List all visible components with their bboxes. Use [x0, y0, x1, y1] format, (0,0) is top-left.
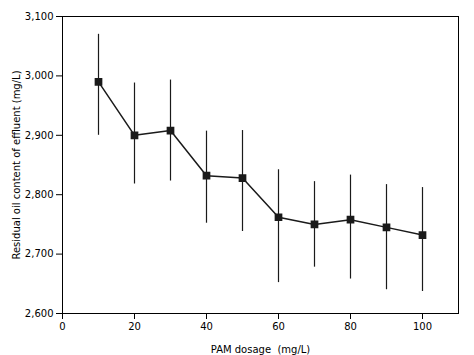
- svg-text:2,900: 2,900: [25, 130, 54, 141]
- svg-text:100: 100: [413, 321, 432, 332]
- svg-text:2,600: 2,600: [25, 308, 54, 319]
- svg-text:40: 40: [200, 321, 213, 332]
- svg-text:PAM dosage (mg/L): PAM dosage (mg/L): [211, 344, 311, 355]
- svg-text:2,800: 2,800: [25, 189, 54, 200]
- svg-text:3,000: 3,000: [25, 70, 54, 81]
- svg-text:3,100: 3,100: [25, 11, 54, 22]
- svg-text:60: 60: [272, 321, 285, 332]
- svg-text:20: 20: [128, 321, 141, 332]
- svg-text:0: 0: [59, 321, 65, 332]
- svg-text:2,700: 2,700: [25, 248, 54, 259]
- svg-text:80: 80: [344, 321, 357, 332]
- svg-text:Residual oil content of efflue: Residual oil content of effluent (mg/L): [11, 70, 22, 259]
